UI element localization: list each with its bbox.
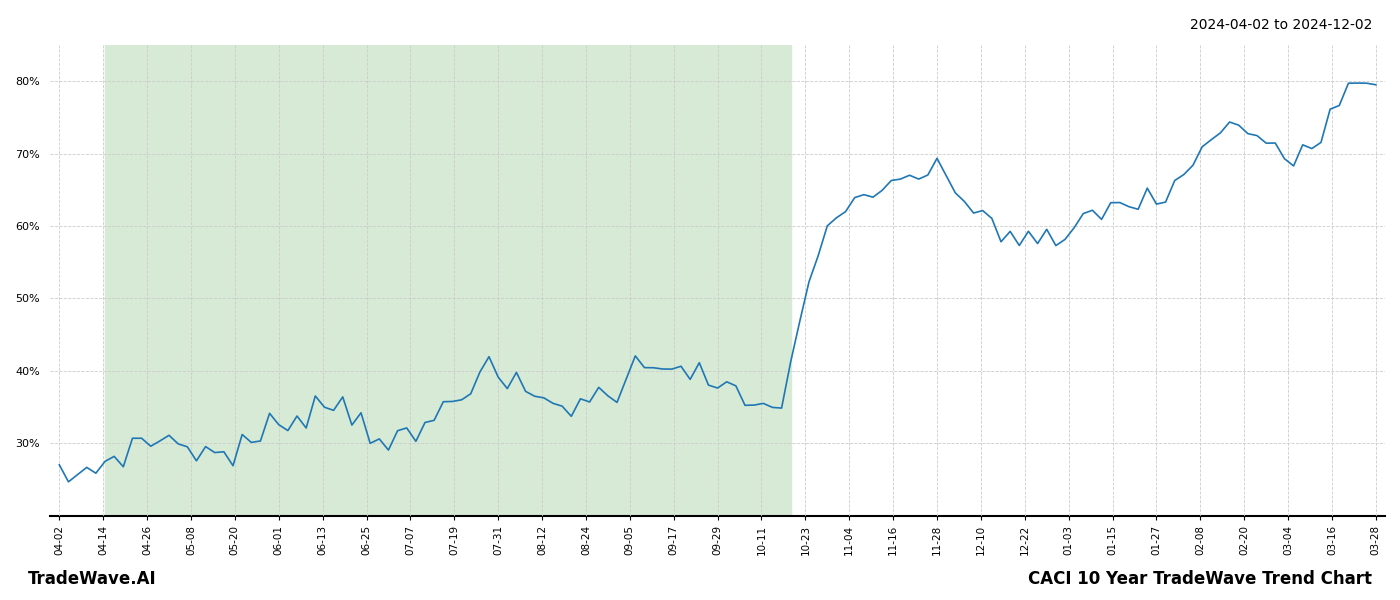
Text: TradeWave.AI: TradeWave.AI [28,570,157,588]
Bar [105,45,791,516]
Text: 2024-04-02 to 2024-12-02: 2024-04-02 to 2024-12-02 [1190,18,1372,32]
Text: CACI 10 Year TradeWave Trend Chart: CACI 10 Year TradeWave Trend Chart [1028,570,1372,588]
